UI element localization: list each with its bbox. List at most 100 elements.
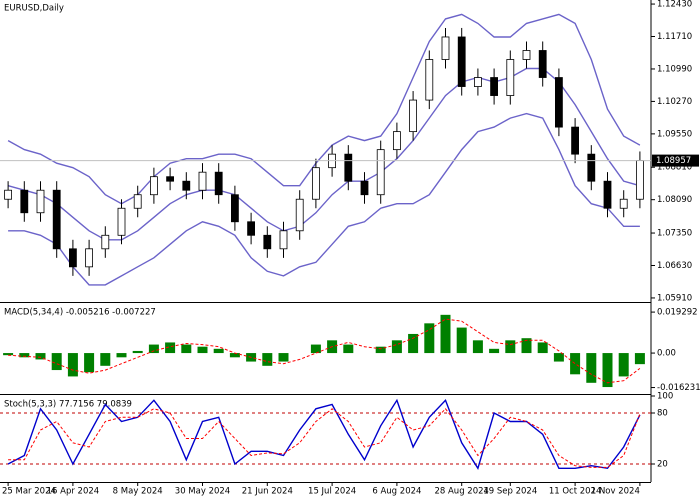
candle-body (295, 198, 304, 232)
candle-body (571, 126, 579, 155)
candle-body (603, 180, 612, 209)
macd-bar (440, 314, 451, 354)
y-tick-label: 80 (657, 409, 668, 419)
x-tick-label: 25 Mar 2024 (2, 487, 56, 497)
y-tick-label: 1.10990 (657, 64, 692, 74)
candle-body (69, 248, 77, 268)
macd-bar (213, 348, 224, 354)
indicator-title: MACD(5,34,4) -0.005216 -0.007227 (4, 308, 156, 318)
macd-bar (634, 353, 645, 365)
candle-body (52, 189, 61, 250)
macd-bar (391, 340, 402, 354)
x-tick-label: 15 Jul 2024 (308, 487, 356, 497)
y-tick-label: 1.08810 (657, 163, 692, 173)
macd-bar (132, 350, 143, 354)
candle-body (117, 207, 126, 236)
candle-body (619, 198, 628, 209)
macd-bar (35, 353, 46, 360)
candle-body (425, 59, 434, 101)
candle-body (4, 189, 12, 200)
candle-body (522, 50, 531, 60)
indicator-title: Stoch(5,3,3) 77.7156 79.0839 (4, 400, 132, 410)
macd-bar (229, 353, 240, 358)
candle-body (441, 36, 450, 60)
macd-bar (343, 344, 354, 354)
bollinger-band (7, 13, 641, 205)
candle-body (101, 234, 110, 250)
macd-bar (181, 344, 192, 354)
macd-bar (570, 353, 581, 375)
candle-body (506, 59, 515, 96)
candle-body (344, 153, 353, 182)
candle-body (392, 131, 401, 151)
x-tick-label: 1 Nov 2024 (591, 487, 640, 497)
macd-bar (456, 327, 467, 354)
candle-body (20, 189, 29, 214)
candle-body (311, 167, 320, 200)
candle-body (587, 153, 596, 182)
stoch-main (7, 398, 641, 470)
y-tick-label: 1.10270 (657, 97, 692, 107)
macd-bar (472, 340, 483, 354)
x-tick-label: 28 Aug 2024 (434, 487, 488, 497)
x-tick-label: 6 Aug 2024 (372, 487, 421, 497)
y-tick-label: 1.12430 (657, 0, 692, 10)
bollinger-band (7, 67, 641, 241)
candle-body (538, 50, 547, 78)
macd-bar (19, 353, 30, 358)
last-price-box (652, 154, 699, 167)
candle-body (636, 160, 644, 200)
candle-body (409, 99, 418, 133)
macd-bar (3, 353, 14, 356)
x-tick-label: 16 Apr 2024 (47, 487, 100, 497)
candle-body (230, 194, 239, 223)
y-tick-label: 1.05910 (657, 293, 692, 303)
candle-body (198, 171, 207, 191)
macd-bar (521, 338, 532, 354)
macd-bar (51, 353, 62, 371)
y-tick-label: 1.08090 (657, 195, 692, 205)
candle-body (457, 36, 466, 87)
candle-body (247, 221, 256, 236)
candle-body (214, 171, 223, 196)
macd-bar (408, 333, 419, 354)
y-tick-label: -0.016231 (657, 383, 700, 393)
x-tick-label: 19 Sep 2024 (483, 487, 537, 497)
chart-title: EURUSD,Daily (4, 4, 64, 14)
x-tick-label: 30 May 2024 (175, 487, 230, 497)
candle-body (279, 230, 288, 250)
macd-bar (278, 353, 289, 362)
macd-bar (553, 353, 564, 362)
macd-bar (67, 353, 78, 377)
macd-bar (489, 348, 500, 354)
y-tick-label: 1.06630 (657, 261, 692, 271)
macd-bar (537, 342, 548, 354)
y-tick-label: 100 (657, 392, 673, 402)
macd-bar (618, 353, 629, 377)
y-tick-label: 0.019292 (657, 308, 698, 318)
candle-body (490, 77, 499, 96)
macd-bar (586, 353, 597, 383)
candle-body (133, 194, 142, 209)
macd-bar (100, 353, 111, 366)
y-tick-label: 0.00 (657, 349, 676, 359)
candle-body (166, 176, 175, 182)
x-tick-label: 8 May 2024 (113, 487, 163, 497)
y-tick-label: 1.11710 (657, 32, 692, 42)
macd-bar (505, 340, 516, 354)
y-tick-label: 20 (657, 460, 668, 470)
candle-body (36, 189, 45, 214)
macd-bar (165, 342, 176, 354)
last-price-label: 1.08957 (656, 156, 691, 166)
candle-body (85, 248, 93, 268)
candle-body (555, 77, 563, 128)
macd-bar (84, 353, 95, 373)
bollinger-band (8, 112, 640, 286)
candle-body (182, 180, 191, 191)
macd-bar (116, 353, 127, 358)
macd-bar (602, 353, 613, 388)
x-tick-label: 21 Jun 2024 (242, 487, 293, 497)
x-tick-label: 11 Oct 2024 (549, 487, 602, 497)
macd-bar (262, 353, 273, 366)
